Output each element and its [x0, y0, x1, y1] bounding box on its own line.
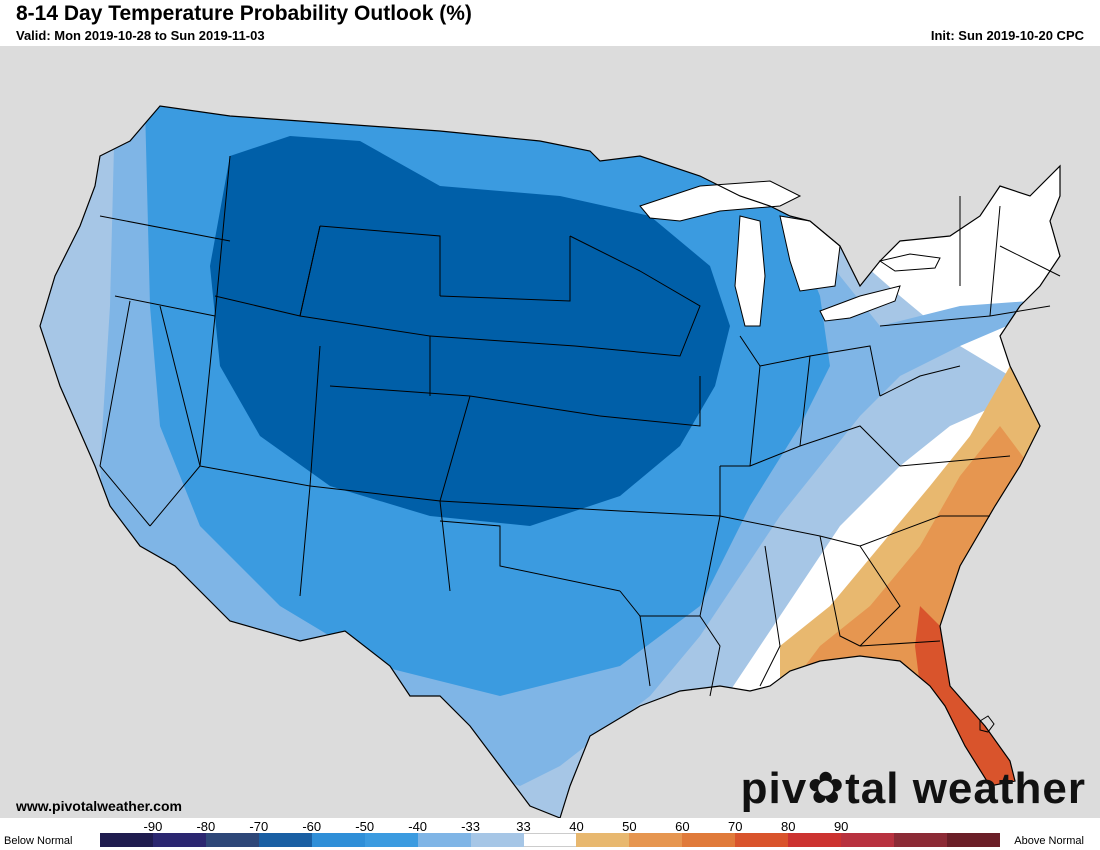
outlook-map — [0, 46, 1100, 818]
pivotal-weather-logo: piv✿tal weather — [741, 763, 1086, 814]
legend-tick-label: 40 — [569, 819, 584, 834]
legend-tick-label: 80 — [781, 819, 796, 834]
below-60-70-band — [210, 136, 730, 526]
lake-superior — [639, 180, 802, 222]
legend-swatch — [417, 833, 471, 847]
lake-okeechobee — [979, 715, 995, 733]
below-normal-label: Below Normal — [4, 835, 73, 847]
us-outline — [39, 105, 1061, 818]
legend-swatch — [311, 833, 365, 847]
legend-swatch — [788, 833, 842, 847]
legend-swatches — [100, 833, 1000, 847]
lake-michigan — [734, 215, 766, 327]
legend-tick-label: -80 — [196, 819, 216, 834]
brand-suffix: tal weather — [845, 764, 1086, 813]
above-normal-label: Above Normal — [1014, 835, 1084, 847]
legend-tick-label: 60 — [675, 819, 690, 834]
legend-tick-label: 90 — [833, 819, 849, 834]
legend-swatch — [100, 833, 153, 847]
gear-icon: ✿ — [807, 764, 846, 813]
legend-tick-label: -90 — [143, 819, 163, 834]
legend-swatch — [523, 833, 577, 847]
map-canvas — [0, 46, 1100, 818]
website-url: www.pivotalweather.com — [16, 798, 182, 814]
legend-swatch — [841, 833, 895, 847]
legend-swatch — [364, 833, 418, 847]
valid-period: Valid: Mon 2019-10-28 to Sun 2019-11-03 — [16, 28, 265, 43]
legend-tick-label: -60 — [302, 819, 322, 834]
lake-ontario — [878, 253, 941, 272]
legend-swatch — [682, 833, 736, 847]
legend-tick-label: -33 — [461, 819, 480, 834]
legend-swatch — [576, 833, 630, 847]
legend-tick-label: 50 — [622, 819, 637, 834]
state-borders — [99, 155, 1061, 697]
legend-swatch — [205, 833, 259, 847]
init-time: Init: Sun 2019-10-20 CPC — [930, 28, 1084, 43]
legend-tick-label: 33 — [516, 819, 531, 834]
legend-swatch — [894, 833, 947, 847]
legend-swatch — [629, 833, 683, 847]
legend-tick-label: -40 — [408, 819, 428, 834]
legend-swatch — [470, 833, 524, 847]
legend-tick-label: 70 — [728, 819, 743, 834]
color-legend: Below Normal Above Normal -90 -80 -70 -60 -5… — [0, 818, 1100, 850]
legend-swatch — [258, 833, 312, 847]
lake-erie — [819, 285, 901, 322]
legend-swatch — [735, 833, 789, 847]
chart-title: 8-14 Day Temperature Probability Outlook… — [16, 2, 472, 25]
probability-shading — [40, 106, 1060, 818]
legend-tick-label: -70 — [249, 819, 269, 834]
legend-swatch — [152, 833, 206, 847]
legend-tick-label: -50 — [355, 819, 375, 834]
chart-header: 8-14 Day Temperature Probability Outlook… — [0, 0, 1100, 46]
legend-swatch — [947, 833, 1000, 847]
brand-prefix: piv — [740, 764, 808, 813]
